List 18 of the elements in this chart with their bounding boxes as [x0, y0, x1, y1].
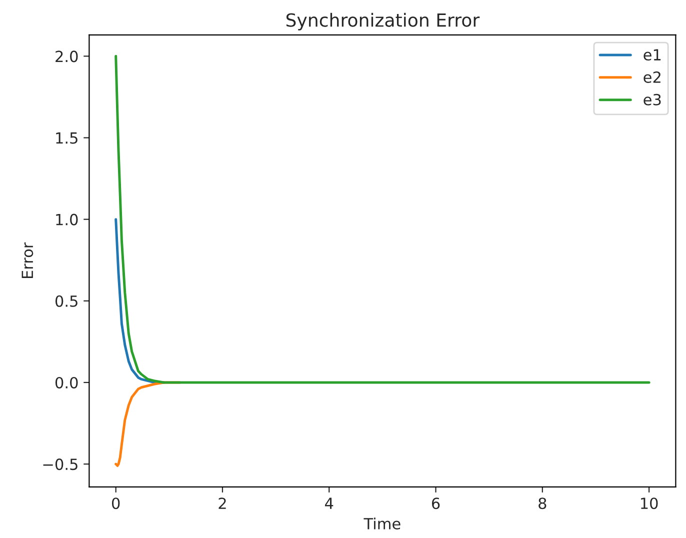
y-axis-title: Error: [22, 242, 34, 278]
legend-label: e2: [644, 71, 660, 83]
y-tick-label: 1.0: [56, 214, 78, 226]
y-tick-label: 0.0: [55, 376, 78, 388]
legend-label: e1: [644, 49, 661, 61]
y-tick-label: 0.5: [55, 295, 78, 307]
legend-label: e3: [644, 94, 661, 106]
y-tick-label: −0.5: [43, 458, 78, 470]
x-tick-label: 10: [641, 498, 658, 510]
x-tick-label: 8: [538, 498, 546, 510]
x-tick-label: 6: [432, 498, 440, 510]
x-tick-label: 2: [218, 498, 226, 509]
y-tick-label: 1.5: [56, 132, 78, 144]
y-tick-label: 2.0: [56, 50, 78, 62]
chart-title: Synchronization Error: [286, 12, 480, 30]
x-axis-title: Time: [364, 518, 400, 530]
x-tick-label: 4: [325, 498, 334, 509]
x-tick-label: 0: [112, 498, 120, 510]
